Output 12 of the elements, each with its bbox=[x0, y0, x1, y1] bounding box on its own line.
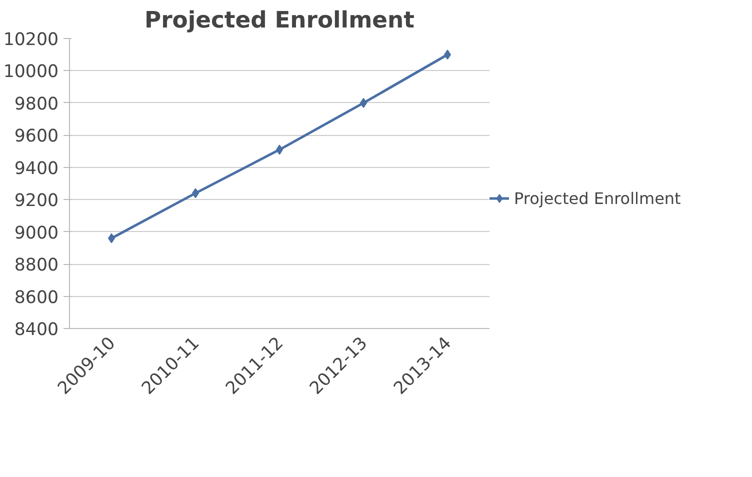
chart-title: Projected Enrollment bbox=[144, 8, 415, 34]
legend-label: Projected Enrollment bbox=[514, 188, 681, 208]
y-tick-label: 10200 bbox=[3, 30, 58, 50]
y-tick-label: 9400 bbox=[14, 158, 59, 179]
y-tick-label: 8400 bbox=[14, 320, 59, 340]
y-tick-label: 9200 bbox=[14, 191, 59, 212]
y-tick-label: 10000 bbox=[3, 62, 58, 82]
y-tick-label: 9800 bbox=[14, 94, 59, 114]
y-tick-label: 9000 bbox=[14, 223, 59, 244]
y-tick-label: 9600 bbox=[14, 126, 59, 147]
y-tick-label: 8600 bbox=[14, 288, 59, 308]
y-tick-label: 8800 bbox=[14, 256, 59, 276]
